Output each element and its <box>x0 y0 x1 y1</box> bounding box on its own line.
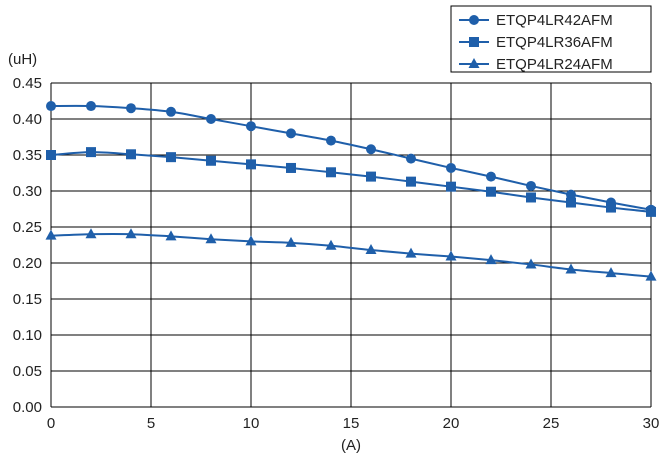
data-point-triangle-3 <box>165 230 177 241</box>
y-tick-label-8: 0.40 <box>13 111 42 128</box>
legend-label: ETQP4LR36AFM <box>496 34 613 51</box>
data-point-square-11 <box>486 186 496 197</box>
data-point-square-13 <box>566 197 576 208</box>
y-tick-label-7: 0.35 <box>13 147 42 164</box>
data-point-square-12 <box>526 192 536 203</box>
series-line-circle <box>50 104 652 211</box>
data-point-circle-8 <box>366 144 376 155</box>
y-tick-label-9: 0.45 <box>13 75 42 92</box>
data-point-circle-12 <box>526 180 536 191</box>
legend-marker-square <box>469 37 479 47</box>
grid <box>50 82 652 408</box>
data-point-triangle-12 <box>525 258 537 269</box>
data-point-triangle-0 <box>45 229 57 240</box>
legend-label: ETQP4LR24AFM <box>496 56 613 73</box>
tick-labels: 0 5 10 15 20 25 30 0.00 0.05 0.10 0.15 0.20 0.25 0.30… <box>13 75 660 432</box>
data-point-triangle-15 <box>645 270 657 281</box>
data-point-circle-1 <box>86 101 96 112</box>
series-line-triangle <box>50 232 652 278</box>
x-tick-label-2: 10 <box>243 415 260 432</box>
data-point-square-7 <box>326 167 336 178</box>
data-point-triangle-7 <box>325 239 337 250</box>
data-point-circle-3 <box>166 106 176 117</box>
data-point-circle-9 <box>406 153 416 164</box>
legend-marker-circle <box>469 15 479 25</box>
legend-marker-triangle <box>468 58 480 68</box>
y-tick-label-1: 0.05 <box>13 363 42 380</box>
data-point-triangle-14 <box>605 267 617 278</box>
data-point-square-14 <box>606 202 616 213</box>
data-point-triangle-10 <box>445 250 457 261</box>
y-tick-label-3: 0.15 <box>13 291 42 308</box>
data-point-circle-4 <box>206 114 216 124</box>
data-point-circle-5 <box>246 121 256 132</box>
data-point-square-2 <box>126 149 136 160</box>
series-square <box>46 147 656 217</box>
legend-entry-square: ETQP4LR36AFM <box>459 34 613 51</box>
x-tick-label-5: 25 <box>543 415 560 432</box>
data-point-circle-2 <box>126 103 136 114</box>
data-point-square-3 <box>166 152 176 163</box>
legend-label: ETQP4LR42AFM <box>496 12 613 29</box>
x-tick-label-1: 5 <box>147 415 155 432</box>
legend: ETQP4LR42AFM ETQP4LR36AFM ETQP4LR24AFM <box>450 5 652 73</box>
legend-entry-circle: ETQP4LR42AFM <box>459 12 613 29</box>
data-point-triangle-5 <box>245 235 257 246</box>
legend-entry-triangle: ETQP4LR24AFM <box>459 56 613 73</box>
x-tick-label-0: 0 <box>47 415 55 432</box>
data-point-circle-0 <box>46 101 56 112</box>
y-tick-label-5: 0.25 <box>13 219 42 236</box>
legend-box <box>450 5 652 73</box>
data-point-triangle-8 <box>365 244 377 255</box>
data-point-circle-11 <box>486 171 496 182</box>
data-point-square-6 <box>286 162 296 173</box>
data-point-square-1 <box>86 147 96 158</box>
y-tick-label-6: 0.30 <box>13 183 42 200</box>
data-point-square-0 <box>46 150 56 160</box>
x-tick-label-4: 20 <box>443 415 460 432</box>
series-line-square <box>50 151 652 213</box>
data-point-square-4 <box>206 155 216 166</box>
data-point-square-15 <box>646 206 656 217</box>
data-point-circle-10 <box>446 162 456 173</box>
data-point-circle-6 <box>286 128 296 139</box>
data-point-square-10 <box>446 181 456 192</box>
x-axis-label: (A) <box>341 437 361 454</box>
data-point-triangle-11 <box>485 254 497 265</box>
data-point-square-5 <box>246 159 256 170</box>
data-point-triangle-4 <box>205 233 217 244</box>
data-point-triangle-1 <box>85 228 97 239</box>
data-point-triangle-6 <box>285 236 297 247</box>
x-tick-label-6: 30 <box>643 415 660 432</box>
data-point-triangle-9 <box>405 247 417 258</box>
data-point-triangle-2 <box>125 228 137 239</box>
data-point-square-8 <box>366 171 376 182</box>
y-tick-label-0: 0.00 <box>13 399 42 416</box>
series-layer <box>45 101 657 281</box>
x-tick-label-3: 15 <box>343 415 360 432</box>
series-triangle <box>45 228 657 281</box>
y-axis-label: (uH) <box>8 51 37 68</box>
data-point-square-9 <box>406 176 416 187</box>
data-point-circle-7 <box>326 135 336 146</box>
data-point-circle-13 <box>566 189 576 200</box>
y-tick-label-4: 0.20 <box>13 255 42 272</box>
y-tick-label-2: 0.10 <box>13 327 42 344</box>
data-point-triangle-13 <box>565 263 577 274</box>
